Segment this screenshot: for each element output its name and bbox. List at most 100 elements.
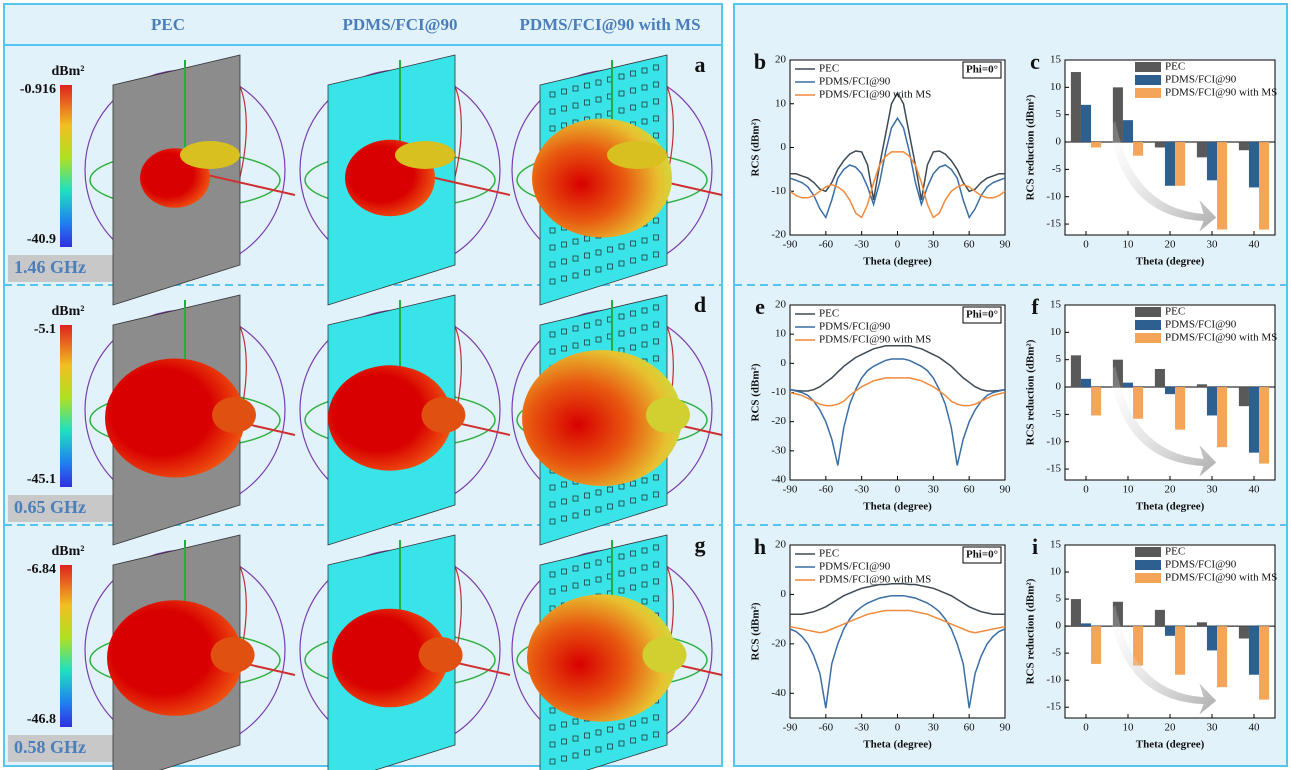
y-tick-label: 0 xyxy=(781,588,787,600)
colorbar xyxy=(60,85,72,247)
plate-cell xyxy=(653,98,659,105)
legend-label: PDMS/FCI@90 with MS xyxy=(1165,332,1277,344)
y-tick-label: 15 xyxy=(1050,54,1062,66)
plate-cell xyxy=(618,723,625,730)
plot-area xyxy=(789,304,1006,481)
legend-label: PDMS/FCI@90 with MS xyxy=(1165,572,1277,584)
x-tick-label: 60 xyxy=(964,239,976,251)
plate-cell xyxy=(549,261,556,268)
y-tick-label: 20 xyxy=(775,539,787,551)
colorbar-min: -45.1 xyxy=(27,472,56,487)
plate-cell xyxy=(641,118,648,125)
plate-cell xyxy=(561,258,567,265)
x-tick-label: 40 xyxy=(1249,239,1261,251)
x-tick-label: -30 xyxy=(854,484,869,496)
plate-cell xyxy=(561,738,567,745)
plate-cell xyxy=(549,588,556,595)
legend-swatch xyxy=(1135,88,1161,98)
colorbar-min: -46.8 xyxy=(27,712,56,727)
plate-cell xyxy=(584,82,590,89)
colorbar-max: -6.84 xyxy=(27,562,56,577)
y-tick-label: 0 xyxy=(1056,620,1062,632)
bar xyxy=(1112,601,1123,627)
plate-cell xyxy=(618,90,625,97)
colorbar xyxy=(60,325,72,487)
legend-label: PEC xyxy=(819,308,839,320)
panel-letter: d xyxy=(694,292,706,317)
bar xyxy=(1217,142,1228,230)
trend-arrow xyxy=(1109,605,1217,715)
x-tick-label: 30 xyxy=(928,722,940,734)
trend-arrow xyxy=(1109,121,1217,232)
x-tick-label: 30 xyxy=(1207,722,1219,734)
plot-area xyxy=(789,59,1006,236)
bar xyxy=(1206,387,1218,416)
x-tick-label: 0 xyxy=(1083,239,1089,251)
annotation-box xyxy=(962,546,1002,564)
plate-cell xyxy=(584,99,590,106)
rendering xyxy=(299,294,511,546)
legend-swatch xyxy=(1135,560,1161,570)
bar xyxy=(1133,142,1144,156)
bar xyxy=(1080,378,1092,388)
x-tick-label: 30 xyxy=(1207,239,1219,251)
bar xyxy=(1080,104,1092,143)
series-line xyxy=(789,358,1006,466)
pattern-lobe xyxy=(527,594,677,722)
plate-cell xyxy=(641,494,648,501)
plate-cell xyxy=(653,81,659,88)
plate-cell xyxy=(561,568,567,575)
x-tick-label: 60 xyxy=(964,722,976,734)
bar xyxy=(1175,387,1186,430)
rendering xyxy=(299,54,511,306)
y-tick-label: -15 xyxy=(1046,218,1061,230)
x-tick-label: 20 xyxy=(1165,722,1177,734)
bar xyxy=(1112,87,1123,143)
plate-cell xyxy=(618,570,625,577)
colorbar-unit: dBm² xyxy=(52,64,85,79)
y-tick-label: -5 xyxy=(1052,163,1062,175)
legend-label: PDMS/FCI@90 with MS xyxy=(819,334,931,346)
plate-cell xyxy=(653,304,659,311)
pattern-lobe xyxy=(522,350,682,486)
series-line xyxy=(790,583,1005,615)
plate-cell xyxy=(549,484,556,491)
pattern-lobe xyxy=(421,397,466,433)
bar xyxy=(1175,142,1186,186)
plate-cell xyxy=(630,567,636,574)
panel-letter: e xyxy=(755,294,765,319)
plate-cell xyxy=(607,726,613,733)
y-tick-label: -5 xyxy=(1052,408,1062,420)
legend-label: PEC xyxy=(819,63,839,75)
plate-cell xyxy=(641,254,648,261)
legend-swatch xyxy=(1135,320,1161,330)
plate-cell xyxy=(641,598,648,605)
plate-cell xyxy=(653,217,659,224)
rendering xyxy=(84,54,296,306)
plate-cell xyxy=(653,64,659,71)
bar xyxy=(1112,359,1123,388)
plate-cell xyxy=(561,585,567,592)
y-tick-label: -5 xyxy=(1052,647,1062,659)
plate-cell xyxy=(618,553,625,560)
plate-cell xyxy=(572,565,579,572)
bar xyxy=(1217,387,1228,448)
pattern-lobe xyxy=(646,397,690,433)
plate-cell xyxy=(549,758,556,765)
y-axis-title: RCS (dBm²) xyxy=(750,363,762,421)
panel-letter: i xyxy=(1032,534,1038,559)
plate-cell xyxy=(595,266,602,273)
series-line xyxy=(789,594,1006,709)
plate-cell xyxy=(561,755,567,762)
plate-cell xyxy=(641,547,648,554)
plate-cell xyxy=(549,501,556,508)
pattern-lobe xyxy=(107,600,243,716)
x-tick-label: -60 xyxy=(818,722,833,734)
plate-cell xyxy=(653,474,659,481)
bar xyxy=(1080,623,1092,627)
pattern-lobe xyxy=(607,141,667,169)
plate-cell xyxy=(595,319,602,326)
x-axis-title: Theta (degree) xyxy=(863,501,932,513)
x-tick-label: 10 xyxy=(1123,484,1135,496)
y-tick-label: 15 xyxy=(1050,299,1062,311)
